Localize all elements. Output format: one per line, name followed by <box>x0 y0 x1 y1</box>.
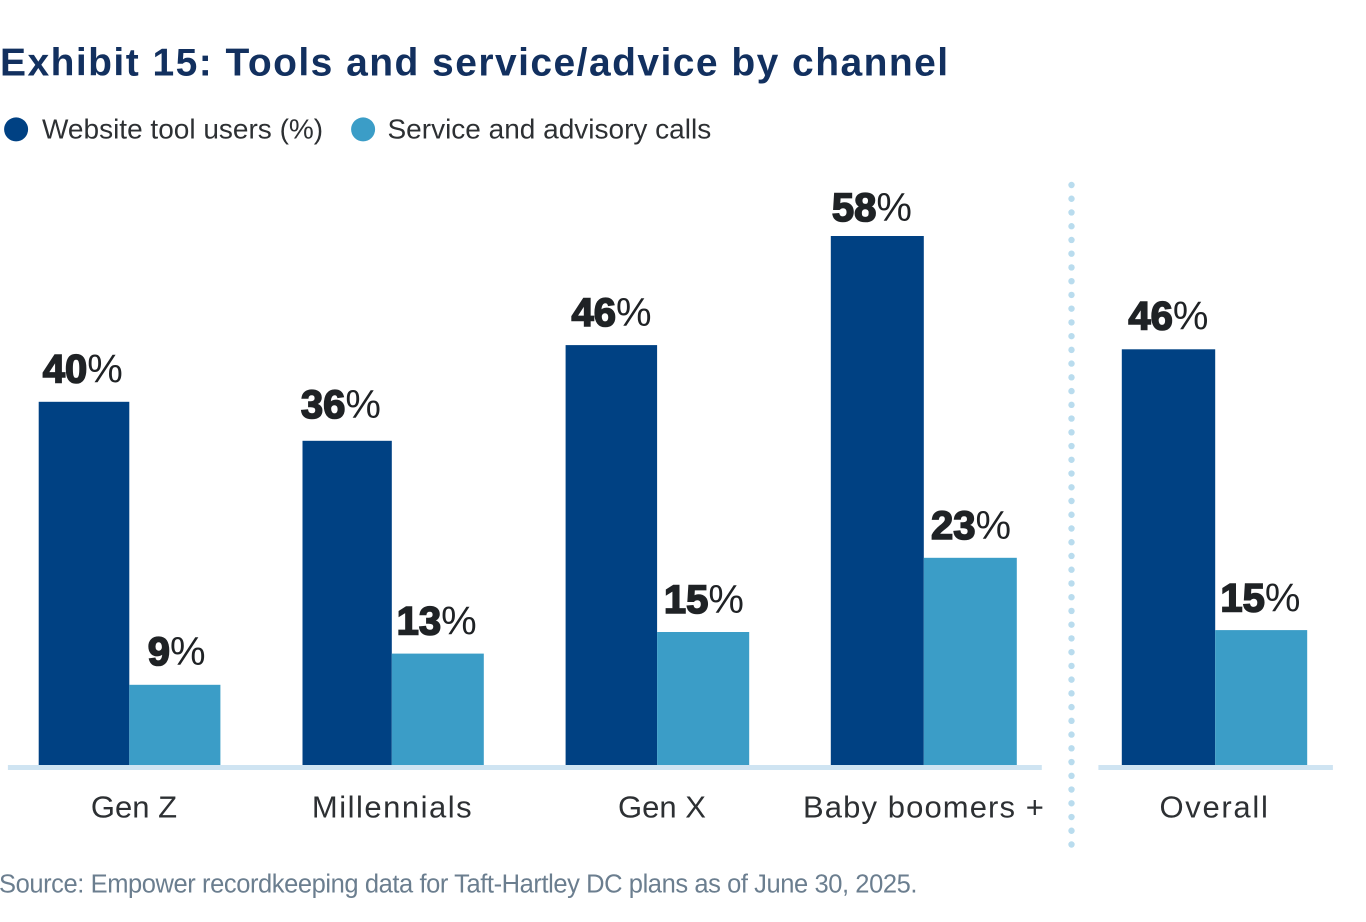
svg-text:Millennials: Millennials <box>312 789 473 824</box>
svg-text:58%: 58% <box>832 186 912 230</box>
svg-text:Overall: Overall <box>1159 789 1269 824</box>
svg-text:Exhibit 15: Tools and service/: Exhibit 15: Tools and service/advice by … <box>0 42 950 85</box>
svg-text:23%: 23% <box>931 504 1011 548</box>
svg-text:9%: 9% <box>148 630 206 674</box>
svg-text:Website tool users (%): Website tool users (%) <box>42 114 323 145</box>
svg-text:40%: 40% <box>43 348 123 392</box>
svg-text:15%: 15% <box>664 578 744 622</box>
svg-text:Gen Z: Gen Z <box>91 789 177 824</box>
svg-text:46%: 46% <box>571 291 651 335</box>
svg-text:15%: 15% <box>1220 577 1300 621</box>
svg-text:Source: Empower recordkeeping: Source: Empower recordkeeping data for T… <box>0 871 917 899</box>
svg-text:46%: 46% <box>1128 294 1208 338</box>
svg-text:Gen X: Gen X <box>618 789 706 824</box>
svg-text:36%: 36% <box>301 383 381 427</box>
svg-text:Service and advisory calls: Service and advisory calls <box>388 114 712 145</box>
svg-text:13%: 13% <box>397 600 477 644</box>
svg-text:Baby boomers +: Baby boomers + <box>803 789 1045 824</box>
